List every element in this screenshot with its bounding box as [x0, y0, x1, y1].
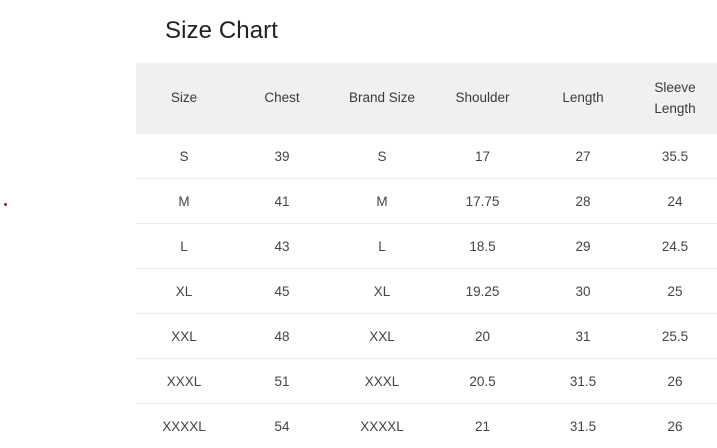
cell-brand-size: XXXL	[332, 359, 432, 404]
cell-length: 31.5	[533, 359, 633, 404]
table-body: S 39 S 17 27 35.5 M 41 M 17.75 28 24 L 4…	[136, 134, 717, 448]
table-row: XL 45 XL 19.25 30 25	[136, 269, 717, 314]
cell-brand-size: XXL	[332, 314, 432, 359]
cell-size: XXXXL	[136, 404, 232, 448]
column-header-size: Size	[136, 63, 232, 134]
cell-sleeve-length: 24.5	[633, 224, 717, 269]
cell-shoulder: 20.5	[432, 359, 533, 404]
table-row: XXL 48 XXL 20 31 25.5	[136, 314, 717, 359]
cell-brand-size: S	[332, 134, 432, 179]
column-header-chest: Chest	[232, 63, 332, 134]
cell-chest: 39	[232, 134, 332, 179]
cell-size: XXXL	[136, 359, 232, 404]
cell-sleeve-length: 25	[633, 269, 717, 314]
table-row: XXXL 51 XXXL 20.5 31.5 26	[136, 359, 717, 404]
cell-sleeve-length: 25.5	[633, 314, 717, 359]
cell-brand-size: M	[332, 179, 432, 224]
cell-length: 30	[533, 269, 633, 314]
cell-shoulder: 21	[432, 404, 533, 448]
cell-length: 29	[533, 224, 633, 269]
cell-size: S	[136, 134, 232, 179]
cell-chest: 54	[232, 404, 332, 448]
column-header-brand-size: Brand Size	[332, 63, 432, 134]
size-chart-panel: Size Chart Size Chest Brand Size Shoulde…	[136, 0, 717, 447]
cell-brand-size: XL	[332, 269, 432, 314]
size-chart-table: Size Chest Brand Size Shoulder Length Sl…	[136, 63, 717, 448]
cell-size: XL	[136, 269, 232, 314]
cell-length: 31	[533, 314, 633, 359]
cell-sleeve-length: 24	[633, 179, 717, 224]
cell-chest: 51	[232, 359, 332, 404]
cell-sleeve-length: 26	[633, 404, 717, 448]
cell-shoulder: 20	[432, 314, 533, 359]
table-row: XXXXL 54 XXXXL 21 31.5 26	[136, 404, 717, 448]
page-marker-dot	[4, 203, 7, 206]
page-title: Size Chart	[136, 0, 717, 43]
cell-shoulder: 19.25	[432, 269, 533, 314]
cell-sleeve-length: 26	[633, 359, 717, 404]
cell-brand-size: XXXXL	[332, 404, 432, 448]
cell-sleeve-length: 35.5	[633, 134, 717, 179]
table-row: L 43 L 18.5 29 24.5	[136, 224, 717, 269]
cell-length: 28	[533, 179, 633, 224]
cell-size: XXL	[136, 314, 232, 359]
cell-size: M	[136, 179, 232, 224]
cell-size: L	[136, 224, 232, 269]
cell-chest: 41	[232, 179, 332, 224]
cell-shoulder: 17	[432, 134, 533, 179]
cell-shoulder: 17.75	[432, 179, 533, 224]
cell-length: 31.5	[533, 404, 633, 448]
table-header: Size Chest Brand Size Shoulder Length Sl…	[136, 63, 717, 134]
cell-shoulder: 18.5	[432, 224, 533, 269]
table-row: M 41 M 17.75 28 24	[136, 179, 717, 224]
cell-chest: 45	[232, 269, 332, 314]
cell-chest: 48	[232, 314, 332, 359]
column-header-length: Length	[533, 63, 633, 134]
table-row: S 39 S 17 27 35.5	[136, 134, 717, 179]
cell-length: 27	[533, 134, 633, 179]
column-header-sleeve-length: Sleeve Length	[633, 63, 717, 134]
cell-brand-size: L	[332, 224, 432, 269]
cell-chest: 43	[232, 224, 332, 269]
table-header-row: Size Chest Brand Size Shoulder Length Sl…	[136, 63, 717, 134]
column-header-shoulder: Shoulder	[432, 63, 533, 134]
